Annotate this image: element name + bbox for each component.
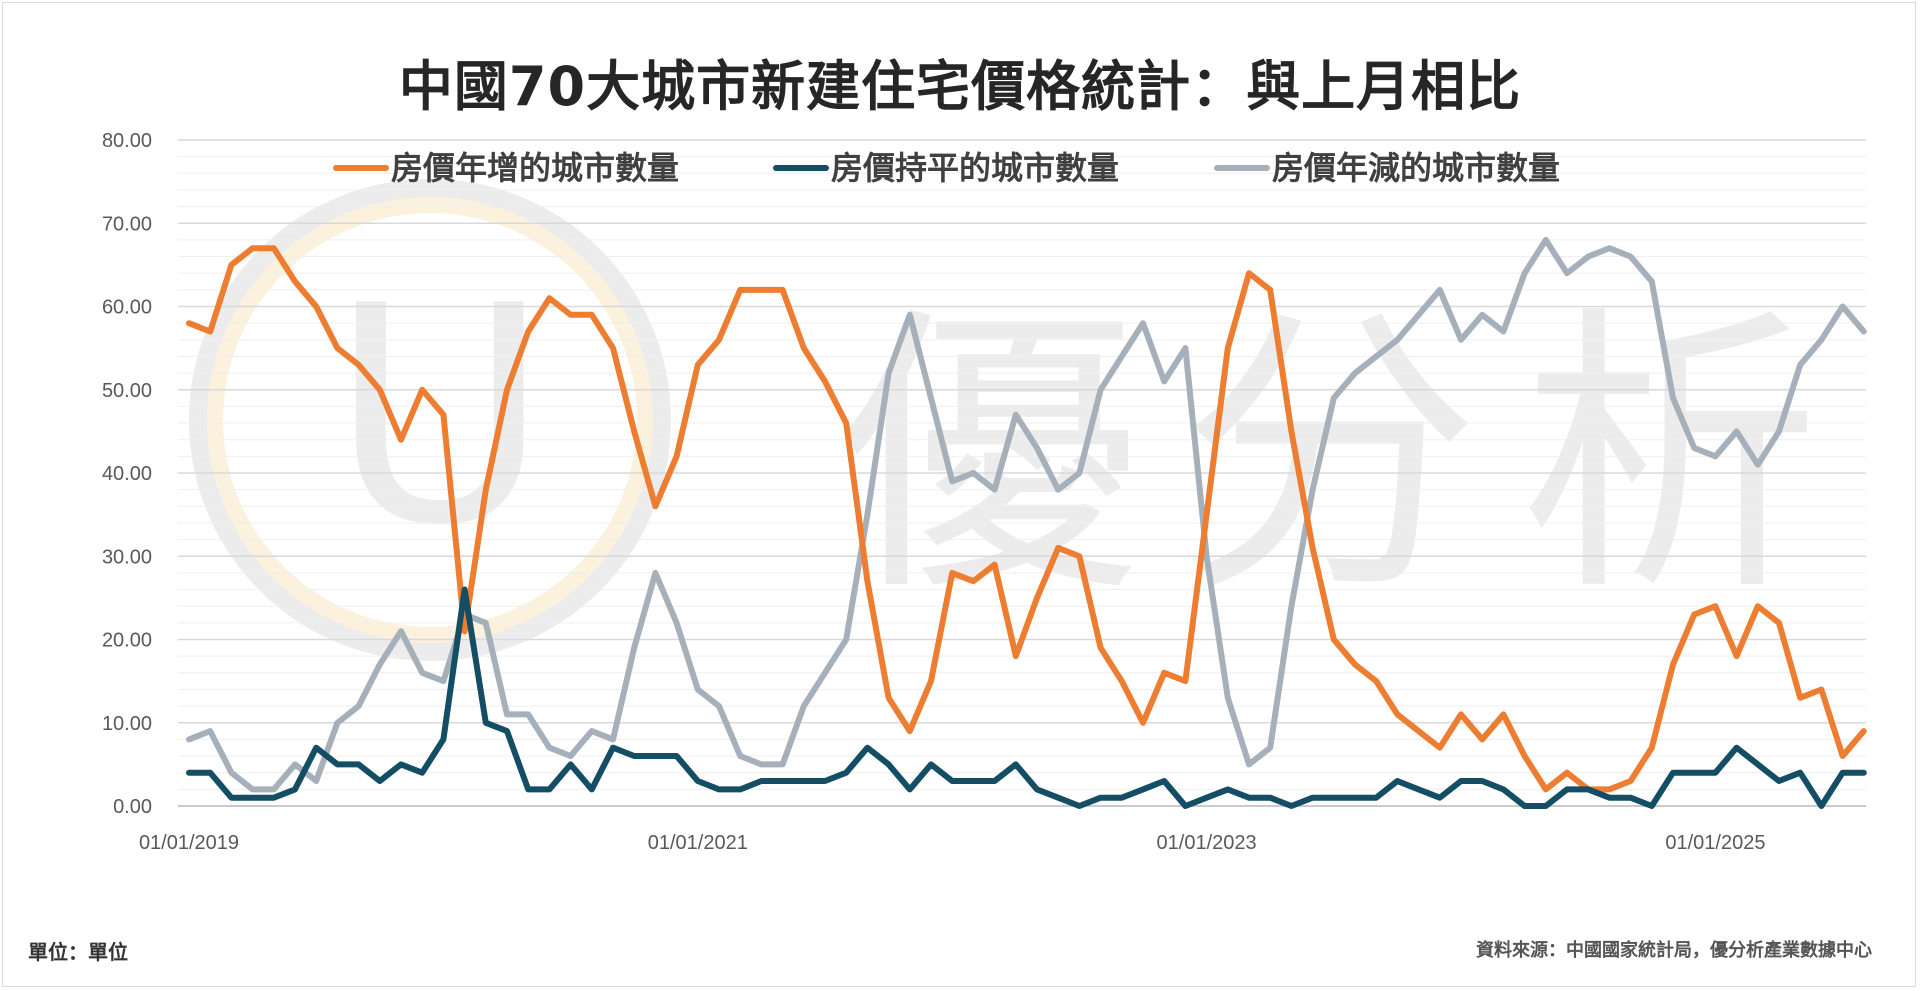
x-tick-label: 01/01/2025 bbox=[1665, 832, 1765, 854]
legend-label: 房價年增的城市數量 bbox=[391, 149, 679, 187]
chart-legend: 房價年增的城市數量 房價持平的城市數量 房價年減的城市數量 bbox=[333, 149, 1560, 187]
y-tick-label: 40.00 bbox=[102, 463, 152, 485]
legend-label: 房價持平的城市數量 bbox=[831, 149, 1119, 187]
y-tick-label: 0.00 bbox=[113, 796, 152, 818]
watermark-logo-ring-outer-icon bbox=[189, 179, 671, 661]
x-tick-label: 01/01/2021 bbox=[648, 832, 748, 854]
y-axis: 0.00 10.00 20.00 30.00 40.00 50.00 60.00 70.00 8… bbox=[102, 130, 152, 818]
x-tick-label: 01/01/2023 bbox=[1157, 832, 1257, 854]
watermark-logo-letter: U bbox=[330, 242, 550, 591]
legend-label: 房價年減的城市數量 bbox=[1272, 149, 1560, 187]
y-tick-label: 80.00 bbox=[102, 130, 152, 152]
y-tick-label: 20.00 bbox=[102, 630, 152, 652]
source-label: 資料來源：中國國家統計局，優分析產業數據中心 bbox=[1476, 940, 1872, 961]
unit-label: 單位：單位 bbox=[28, 940, 128, 964]
y-tick-label: 10.00 bbox=[102, 713, 152, 735]
chart-series bbox=[186, 236, 1867, 809]
x-axis: 01/01/2019 01/01/2021 01/01/2023 01/01/2025 bbox=[139, 832, 1766, 854]
y-tick-label: 70.00 bbox=[102, 213, 152, 235]
chart-grid bbox=[178, 139, 1866, 807]
chart-title: 中國70大城市新建住宅價格統計：與上月相比 bbox=[398, 55, 1522, 118]
y-tick-label: 60.00 bbox=[102, 297, 152, 319]
series-line-2 bbox=[186, 586, 1867, 809]
x-tick-label: 01/01/2019 bbox=[139, 832, 239, 854]
y-tick-label: 50.00 bbox=[102, 380, 152, 402]
y-tick-label: 30.00 bbox=[102, 546, 152, 568]
